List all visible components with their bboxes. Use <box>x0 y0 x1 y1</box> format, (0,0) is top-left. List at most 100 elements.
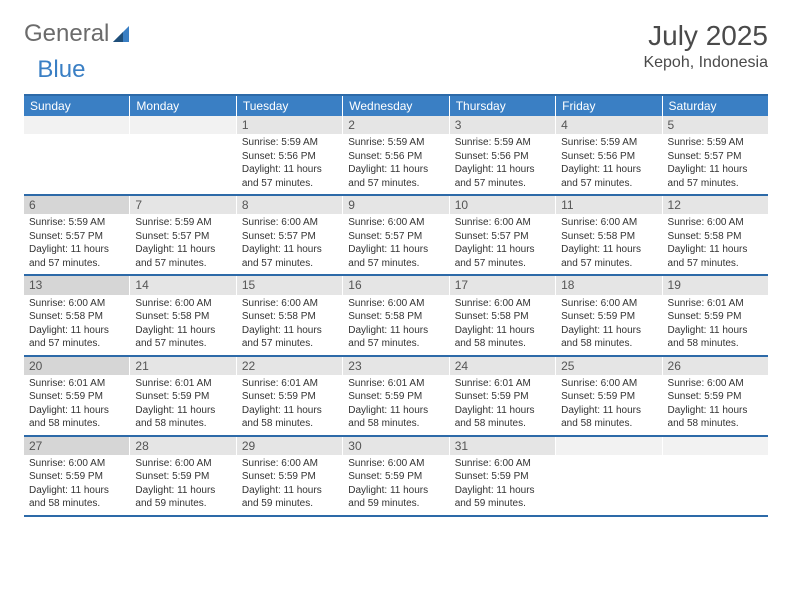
day-number: 8 <box>237 196 342 214</box>
sunrise-text: Sunrise: 6:00 AM <box>348 297 443 311</box>
day-details: Sunrise: 5:59 AMSunset: 5:57 PMDaylight:… <box>24 214 129 274</box>
sunrise-text: Sunrise: 6:00 AM <box>348 216 443 230</box>
day-number <box>130 116 235 134</box>
sunset-text: Sunset: 5:59 PM <box>561 390 656 404</box>
sunrise-text: Sunrise: 6:00 AM <box>561 377 656 391</box>
day-details: Sunrise: 6:00 AMSunset: 5:58 PMDaylight:… <box>237 295 342 355</box>
week-row: 13Sunrise: 6:00 AMSunset: 5:58 PMDayligh… <box>24 276 768 356</box>
day-number <box>663 437 768 455</box>
calendar-cell-empty <box>24 116 130 194</box>
sunrise-text: Sunrise: 6:00 AM <box>135 297 230 311</box>
calendar-cell: 30Sunrise: 6:00 AMSunset: 5:59 PMDayligh… <box>343 437 449 515</box>
logo-text-general: General <box>24 20 109 48</box>
day-number: 15 <box>237 276 342 294</box>
day-number: 21 <box>130 357 235 375</box>
calendar-cell: 5Sunrise: 5:59 AMSunset: 5:57 PMDaylight… <box>663 116 768 194</box>
daylight-text: Daylight: 11 hours and 58 minutes. <box>455 404 550 431</box>
daylight-text: Daylight: 11 hours and 59 minutes. <box>242 484 337 511</box>
calendar-cell: 21Sunrise: 6:01 AMSunset: 5:59 PMDayligh… <box>130 357 236 435</box>
sunrise-text: Sunrise: 5:59 AM <box>348 136 443 150</box>
sunset-text: Sunset: 5:56 PM <box>455 150 550 164</box>
day-header-saturday: Saturday <box>663 96 768 116</box>
calendar-cell: 19Sunrise: 6:01 AMSunset: 5:59 PMDayligh… <box>663 276 768 354</box>
day-number: 9 <box>343 196 448 214</box>
sunset-text: Sunset: 5:58 PM <box>668 230 763 244</box>
day-header-thursday: Thursday <box>450 96 556 116</box>
day-details: Sunrise: 6:00 AMSunset: 5:58 PMDaylight:… <box>450 295 555 355</box>
day-number: 16 <box>343 276 448 294</box>
day-header-monday: Monday <box>130 96 236 116</box>
calendar-cell: 9 Sunrise: 6:00 AMSunset: 5:57 PMDaylight… <box>343 196 449 274</box>
sunset-text: Sunset: 5:59 PM <box>135 470 230 484</box>
day-details: Sunrise: 5:59 AMSunset: 5:57 PMDaylight:… <box>663 134 768 194</box>
daylight-text: Daylight: 11 hours and 57 minutes. <box>348 243 443 270</box>
calendar-cell: 31Sunrise: 6:00 AMSunset: 5:59 PMDayligh… <box>450 437 556 515</box>
daylight-text: Daylight: 11 hours and 59 minutes. <box>135 484 230 511</box>
title-block: July 2025 Kepoh, Indonesia <box>643 20 768 72</box>
day-number: 17 <box>450 276 555 294</box>
calendar-cell: 11Sunrise: 6:00 AMSunset: 5:58 PMDayligh… <box>556 196 662 274</box>
week-row: 27Sunrise: 6:00 AMSunset: 5:59 PMDayligh… <box>24 437 768 517</box>
day-number: 19 <box>663 276 768 294</box>
calendar-cell: 23Sunrise: 6:01 AMSunset: 5:59 PMDayligh… <box>343 357 449 435</box>
day-details: Sunrise: 6:00 AMSunset: 5:59 PMDaylight:… <box>450 455 555 515</box>
sunset-text: Sunset: 5:57 PM <box>242 230 337 244</box>
daylight-text: Daylight: 11 hours and 57 minutes. <box>242 163 337 190</box>
calendar-cell-empty <box>556 437 662 515</box>
daylight-text: Daylight: 11 hours and 57 minutes. <box>455 163 550 190</box>
day-number: 4 <box>556 116 661 134</box>
day-number: 6 <box>24 196 129 214</box>
sunset-text: Sunset: 5:58 PM <box>29 310 124 324</box>
sunset-text: Sunset: 5:59 PM <box>135 390 230 404</box>
daylight-text: Daylight: 11 hours and 57 minutes. <box>135 324 230 351</box>
sunrise-text: Sunrise: 6:00 AM <box>29 297 124 311</box>
day-details: Sunrise: 6:00 AMSunset: 5:59 PMDaylight:… <box>24 455 129 515</box>
day-details: Sunrise: 6:00 AMSunset: 5:59 PMDaylight:… <box>130 455 235 515</box>
daylight-text: Daylight: 11 hours and 57 minutes. <box>29 243 124 270</box>
daylight-text: Daylight: 11 hours and 58 minutes. <box>29 404 124 431</box>
sunset-text: Sunset: 5:56 PM <box>242 150 337 164</box>
day-details: Sunrise: 5:59 AMSunset: 5:56 PMDaylight:… <box>343 134 448 194</box>
sunset-text: Sunset: 5:57 PM <box>348 230 443 244</box>
day-header-tuesday: Tuesday <box>237 96 343 116</box>
daylight-text: Daylight: 11 hours and 57 minutes. <box>348 163 443 190</box>
sunset-text: Sunset: 5:59 PM <box>668 310 763 324</box>
sunrise-text: Sunrise: 6:01 AM <box>668 297 763 311</box>
sunrise-text: Sunrise: 5:59 AM <box>29 216 124 230</box>
day-number: 5 <box>663 116 768 134</box>
day-details: Sunrise: 6:00 AMSunset: 5:57 PMDaylight:… <box>450 214 555 274</box>
daylight-text: Daylight: 11 hours and 58 minutes. <box>29 484 124 511</box>
daylight-text: Daylight: 11 hours and 57 minutes. <box>668 243 763 270</box>
sunset-text: Sunset: 5:59 PM <box>29 470 124 484</box>
day-number: 18 <box>556 276 661 294</box>
daylight-text: Daylight: 11 hours and 57 minutes. <box>29 324 124 351</box>
day-details: Sunrise: 5:59 AMSunset: 5:56 PMDaylight:… <box>450 134 555 194</box>
daylight-text: Daylight: 11 hours and 58 minutes. <box>668 404 763 431</box>
daylight-text: Daylight: 11 hours and 58 minutes. <box>348 404 443 431</box>
daylight-text: Daylight: 11 hours and 58 minutes. <box>561 404 656 431</box>
sunrise-text: Sunrise: 6:00 AM <box>29 457 124 471</box>
daylight-text: Daylight: 11 hours and 59 minutes. <box>348 484 443 511</box>
day-number <box>24 116 129 134</box>
day-number: 26 <box>663 357 768 375</box>
calendar-cell-empty <box>663 437 768 515</box>
calendar-cell: 7Sunrise: 5:59 AMSunset: 5:57 PMDaylight… <box>130 196 236 274</box>
calendar-cell: 8Sunrise: 6:00 AMSunset: 5:57 PMDaylight… <box>237 196 343 274</box>
calendar-cell: 18Sunrise: 6:00 AMSunset: 5:59 PMDayligh… <box>556 276 662 354</box>
sunrise-text: Sunrise: 6:00 AM <box>135 457 230 471</box>
logo-text-blue: Blue <box>37 56 85 84</box>
sunrise-text: Sunrise: 5:59 AM <box>135 216 230 230</box>
sunrise-text: Sunrise: 6:00 AM <box>455 216 550 230</box>
day-details: Sunrise: 6:00 AMSunset: 5:57 PMDaylight:… <box>237 214 342 274</box>
calendar-cell-empty <box>130 116 236 194</box>
day-number: 30 <box>343 437 448 455</box>
week-row: 6Sunrise: 5:59 AMSunset: 5:57 PMDaylight… <box>24 196 768 276</box>
sunset-text: Sunset: 5:59 PM <box>242 390 337 404</box>
day-details: Sunrise: 6:01 AMSunset: 5:59 PMDaylight:… <box>450 375 555 435</box>
calendar-cell: 25Sunrise: 6:00 AMSunset: 5:59 PMDayligh… <box>556 357 662 435</box>
day-details: Sunrise: 6:00 AMSunset: 5:59 PMDaylight:… <box>556 295 661 355</box>
day-headers-row: SundayMondayTuesdayWednesdayThursdayFrid… <box>24 96 768 116</box>
sunset-text: Sunset: 5:59 PM <box>348 390 443 404</box>
sunrise-text: Sunrise: 6:01 AM <box>242 377 337 391</box>
calendar-cell: 15Sunrise: 6:00 AMSunset: 5:58 PMDayligh… <box>237 276 343 354</box>
